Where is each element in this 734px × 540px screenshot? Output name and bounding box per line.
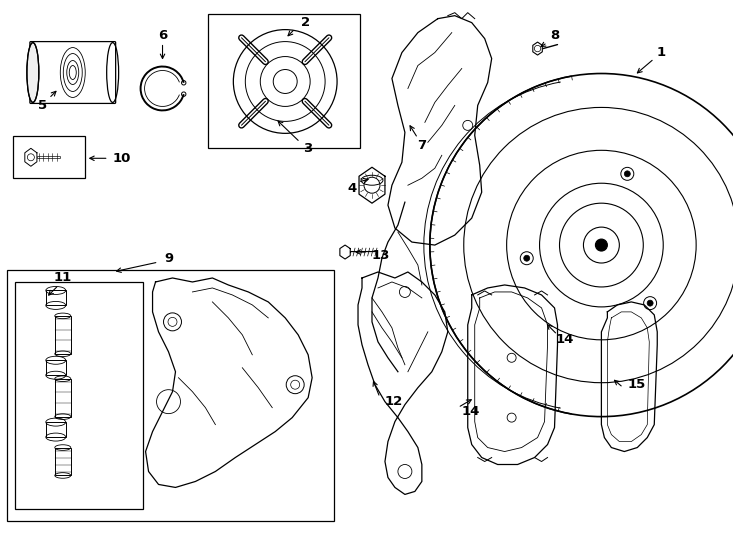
Text: 10: 10	[112, 152, 131, 165]
Circle shape	[625, 171, 631, 177]
Bar	[15, 282, 142, 509]
Text: 2: 2	[301, 16, 310, 29]
Text: 7: 7	[418, 139, 426, 152]
Text: 8: 8	[550, 29, 559, 42]
Text: 14: 14	[556, 333, 574, 346]
Text: 15: 15	[628, 378, 646, 391]
Bar	[46, 360, 66, 375]
Bar	[55, 316, 70, 354]
FancyBboxPatch shape	[30, 42, 116, 104]
Ellipse shape	[27, 43, 39, 103]
Circle shape	[647, 300, 653, 306]
Text: 4: 4	[347, 182, 357, 195]
Text: 13: 13	[372, 248, 390, 261]
Bar	[7, 270, 334, 521]
Bar	[13, 136, 84, 178]
Text: 5: 5	[38, 99, 48, 112]
Circle shape	[524, 255, 530, 261]
Text: 14: 14	[462, 405, 480, 418]
Text: 11: 11	[54, 272, 72, 285]
Bar	[46, 422, 66, 437]
Bar	[46, 291, 66, 306]
Bar	[208, 14, 360, 148]
Bar	[55, 379, 70, 417]
Text: 12: 12	[385, 395, 403, 408]
Text: 9: 9	[164, 252, 173, 265]
Circle shape	[595, 239, 607, 251]
Text: 1: 1	[657, 46, 666, 59]
Bar	[55, 448, 70, 476]
Text: 6: 6	[158, 29, 167, 42]
Text: 3: 3	[304, 142, 313, 155]
